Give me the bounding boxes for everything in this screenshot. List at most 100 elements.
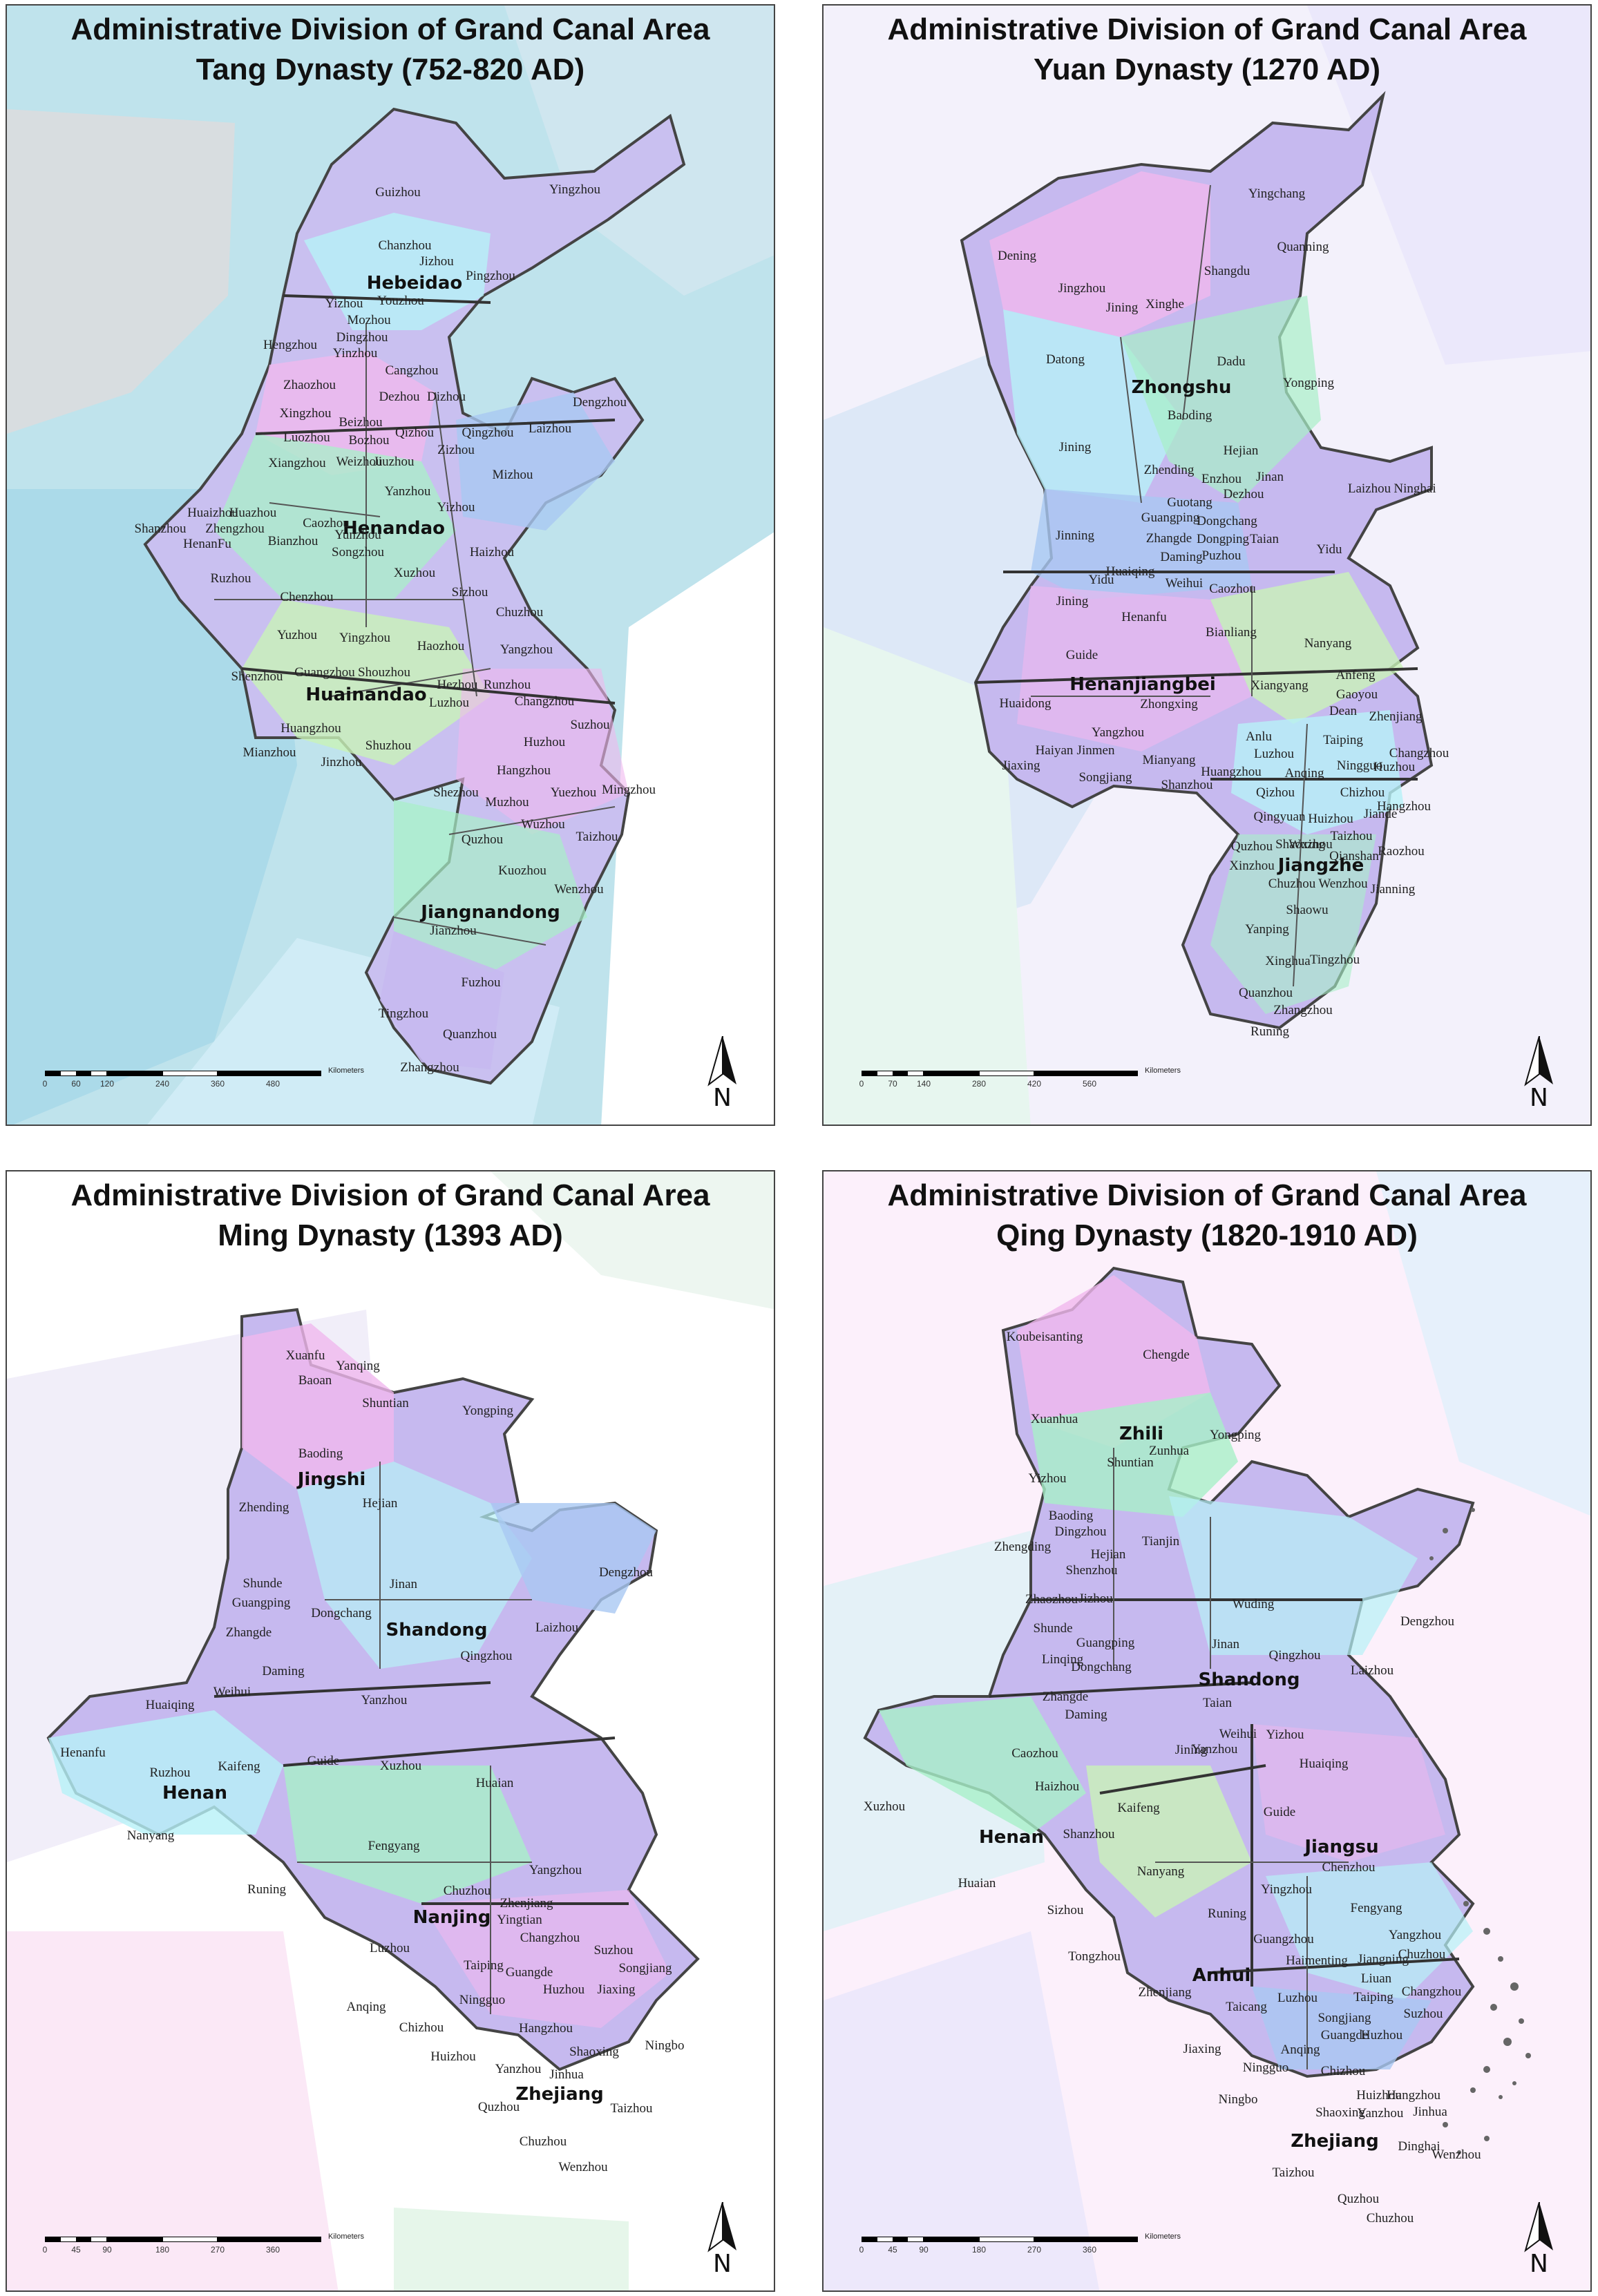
place-label: Guide — [307, 1754, 340, 1768]
tang-title-line1: Administrative Division of Grand Canal A… — [70, 12, 710, 46]
place-label: Jiaxing — [1183, 2042, 1221, 2056]
place-label: Guangping — [231, 1596, 291, 1610]
place-label: Jining — [1174, 1743, 1208, 1757]
place-label: Songzhou — [332, 545, 384, 559]
place-label: Datong — [1046, 352, 1085, 367]
place-label: Weihui — [213, 1685, 251, 1699]
ming-map-svg — [7, 1171, 774, 2290]
place-label: Chuzhou — [1268, 877, 1316, 891]
place-label: Luzhou — [428, 696, 470, 710]
place-label: Shuzhou — [365, 738, 412, 753]
place-label: Dengzhou — [598, 1565, 654, 1580]
place-label: Ningbo — [1218, 2092, 1258, 2107]
place-label: Yunzhou — [334, 528, 381, 542]
ming-title: Administrative Division of Grand Canal A… — [7, 1176, 774, 1256]
scale-unit: Kilometers — [1145, 2232, 1181, 2241]
north-label: N — [713, 1084, 732, 1112]
scale-tick: 0 — [859, 1079, 864, 1089]
place-label: Liuan — [1360, 1971, 1392, 1986]
place-label: Bianzhou — [267, 534, 318, 548]
place-label: Yanqing — [336, 1359, 380, 1373]
place-label: Jingzhou — [1058, 281, 1106, 296]
place-label: Runing — [247, 1882, 286, 1897]
place-label: Xinghua — [1265, 954, 1311, 968]
place-label: Yanzhou — [1357, 2106, 1404, 2121]
place-label: Suzhou — [570, 718, 610, 732]
place-label: Mizhou — [492, 468, 533, 482]
place-label: Wuzhou — [1288, 837, 1333, 852]
place-label: Suzhou — [1403, 2007, 1443, 2021]
place-label: HenanFu — [183, 537, 231, 551]
place-label: Jiaxing — [1002, 758, 1040, 773]
place-label: Dongchang — [1197, 514, 1257, 528]
qing-map-svg — [824, 1171, 1590, 2290]
place-label: Yinzhou — [332, 346, 378, 361]
north-arrow-icon: N — [1512, 1035, 1567, 1112]
scale-bar: Kilometers 0 45 90 180 270 360 — [859, 2232, 1181, 2264]
place-label: Xingzhou — [279, 406, 332, 421]
place-label: Hezhou — [437, 678, 478, 692]
place-label: Dezhou — [1223, 487, 1264, 501]
place-label: Baoding — [1167, 408, 1212, 423]
place-label: Chizhou — [1340, 785, 1385, 800]
place-label: Jinzhou — [321, 755, 362, 769]
place-label: Dongping — [1197, 532, 1249, 546]
place-label: Jining — [1056, 594, 1089, 609]
place-label: Xiangzhou — [268, 456, 326, 470]
place-label: Laizhou — [535, 1620, 579, 1635]
place-label: Quzhou — [477, 2100, 520, 2114]
place-label: Jining — [1105, 300, 1139, 315]
place-label: Huangzhou — [280, 721, 341, 736]
place-label: Zhongxing — [1140, 697, 1198, 711]
place-label: Ninghai — [1394, 481, 1436, 496]
place-label: Dezhou — [379, 390, 420, 404]
place-label: Runing — [1250, 1024, 1289, 1039]
place-label: Daming — [1065, 1707, 1107, 1722]
place-label: Chenzhou — [280, 590, 334, 604]
place-label: Qingzhou — [462, 425, 514, 440]
place-label: Chuzhou — [1366, 2211, 1414, 2226]
place-label: Huaiqing — [1105, 564, 1155, 579]
place-label: Pingzhou — [466, 269, 515, 283]
place-label: Zhangzhou — [1273, 1003, 1333, 1017]
scale-tick: 120 — [99, 1079, 115, 1089]
scale-tick: 0 — [42, 1079, 48, 1089]
region-label: Shandong — [1198, 1670, 1300, 1690]
region-label: Henandao — [343, 518, 445, 539]
place-label: Huaidong — [999, 696, 1052, 711]
place-label: Shenzhou — [1065, 1563, 1118, 1578]
place-label: Guangde — [1320, 2028, 1369, 2043]
place-label: Chizhou — [399, 2020, 444, 2035]
place-label: Daming — [262, 1664, 305, 1678]
place-label: Guide — [1065, 648, 1098, 662]
place-label: Shanzhou — [1161, 778, 1213, 792]
map-panel-yuan: Administrative Division of Grand Canal A… — [822, 4, 1592, 1126]
scale-tick: 360 — [1082, 2245, 1097, 2255]
place-label: Linqing — [1041, 1652, 1084, 1667]
scale-tick: 560 — [1082, 1079, 1097, 1089]
place-label: Kuozhou — [498, 863, 546, 878]
place-label: Dizhou — [427, 390, 466, 404]
place-label: Guotang — [1167, 495, 1212, 510]
place-label: Quanzhou — [1238, 986, 1293, 1000]
place-label: Zhangzhou — [400, 1060, 459, 1075]
place-label: Quanning — [1277, 240, 1329, 254]
place-label: Jianning — [1370, 882, 1416, 897]
place-label: Zhending — [238, 1500, 289, 1515]
yuan-title-line2: Yuan Dynasty (1270 AD) — [1033, 52, 1381, 86]
scale-tick: 360 — [265, 2245, 280, 2255]
place-label: Shunde — [242, 1576, 283, 1591]
place-label: Guangzhou — [1253, 1932, 1314, 1946]
place-label: Caozhou — [1011, 1746, 1058, 1761]
place-label: Fengyang — [368, 1839, 420, 1853]
place-label: Fengyang — [1350, 1901, 1402, 1915]
scale-tick: 480 — [265, 1079, 280, 1089]
place-label: Ningbo — [645, 2038, 685, 2053]
place-label: Guangping — [1076, 1636, 1135, 1650]
scale-unit: Kilometers — [328, 1066, 364, 1075]
place-label: Songjiang — [618, 1961, 672, 1975]
map-panel-qing: Administrative Division of Grand Canal A… — [822, 1170, 1592, 2292]
region-label: Anhui — [1192, 1965, 1251, 1986]
place-label: Shaowu — [1286, 903, 1329, 917]
place-label: Dadu — [1217, 354, 1246, 369]
